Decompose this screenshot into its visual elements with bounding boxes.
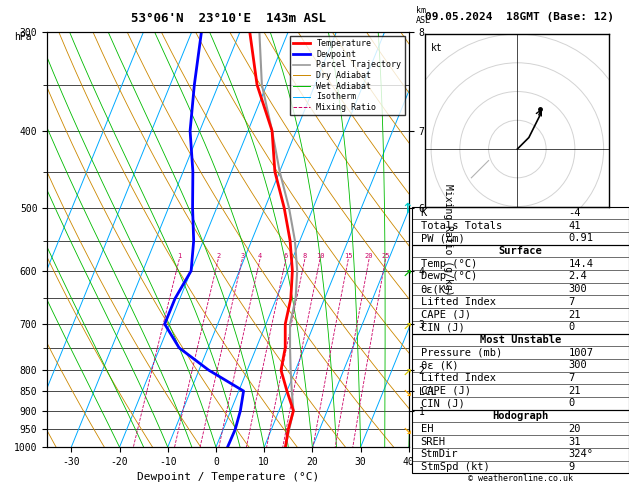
Text: 0: 0	[568, 322, 574, 332]
Text: CIN (J): CIN (J)	[421, 322, 464, 332]
Text: ↗: ↗	[403, 363, 412, 378]
Bar	[412, 207, 629, 244]
Text: ↘: ↘	[403, 383, 412, 399]
Text: Totals Totals: Totals Totals	[421, 221, 502, 230]
Text: 2.4: 2.4	[568, 271, 587, 281]
Text: 324°: 324°	[568, 449, 593, 459]
Text: 7: 7	[568, 373, 574, 383]
Text: θε (K): θε (K)	[421, 360, 458, 370]
Text: Surface: Surface	[499, 246, 542, 256]
Text: 31: 31	[568, 436, 581, 447]
Text: Lifted Index: Lifted Index	[421, 297, 496, 307]
Text: Most Unstable: Most Unstable	[480, 335, 561, 345]
Text: 7: 7	[568, 297, 574, 307]
Text: 8: 8	[303, 253, 307, 259]
Legend: Temperature, Dewpoint, Parcel Trajectory, Dry Adiabat, Wet Adiabat, Isotherm, Mi: Temperature, Dewpoint, Parcel Trajectory…	[290, 36, 404, 115]
Text: Hodograph: Hodograph	[493, 411, 548, 421]
Text: 14.4: 14.4	[568, 259, 593, 269]
Text: 20: 20	[568, 424, 581, 434]
Text: 53°06'N  23°10'E  143m ASL: 53°06'N 23°10'E 143m ASL	[130, 12, 326, 25]
Text: -4: -4	[568, 208, 581, 218]
Text: 1: 1	[177, 253, 181, 259]
Text: 15: 15	[344, 253, 352, 259]
Bar	[412, 244, 629, 333]
Text: 4: 4	[258, 253, 262, 259]
X-axis label: Dewpoint / Temperature (°C): Dewpoint / Temperature (°C)	[137, 472, 319, 483]
Text: 2: 2	[216, 253, 220, 259]
Text: Pressure (mb): Pressure (mb)	[421, 347, 502, 358]
Text: K: K	[421, 208, 427, 218]
Text: 300: 300	[568, 360, 587, 370]
Bar	[412, 333, 629, 410]
Text: PW (cm): PW (cm)	[421, 233, 464, 243]
Text: CAPE (J): CAPE (J)	[421, 386, 470, 396]
Text: © weatheronline.co.uk: © weatheronline.co.uk	[468, 474, 573, 483]
Y-axis label: Mixing Ratio (g/kg): Mixing Ratio (g/kg)	[443, 184, 453, 295]
Text: ↗: ↗	[403, 263, 412, 278]
Text: kt: kt	[431, 43, 443, 53]
Text: ↗: ↗	[403, 316, 412, 331]
Text: 0.91: 0.91	[568, 233, 593, 243]
Text: 20: 20	[365, 253, 373, 259]
Text: hPa: hPa	[14, 32, 32, 42]
Text: StmSpd (kt): StmSpd (kt)	[421, 462, 489, 472]
Text: km
ASL: km ASL	[416, 6, 431, 25]
Bar	[412, 410, 629, 473]
Text: 10: 10	[316, 253, 324, 259]
Text: 09.05.2024  18GMT (Base: 12): 09.05.2024 18GMT (Base: 12)	[425, 12, 613, 22]
Text: 1007: 1007	[568, 347, 593, 358]
Text: 0: 0	[568, 399, 574, 408]
Text: 41: 41	[568, 221, 581, 230]
Text: 300: 300	[568, 284, 587, 294]
Text: Temp (°C): Temp (°C)	[421, 259, 477, 269]
Text: 21: 21	[568, 386, 581, 396]
Text: EH: EH	[421, 424, 433, 434]
Text: StmDir: StmDir	[421, 449, 458, 459]
Text: SREH: SREH	[421, 436, 446, 447]
Text: ↘: ↘	[403, 422, 412, 437]
Text: 6: 6	[284, 253, 288, 259]
Text: Lifted Index: Lifted Index	[421, 373, 496, 383]
Text: ↑: ↑	[402, 198, 413, 217]
Text: 21: 21	[568, 310, 581, 319]
Text: 9: 9	[568, 462, 574, 472]
Text: θε(K): θε(K)	[421, 284, 452, 294]
Text: 3: 3	[240, 253, 245, 259]
Text: 25: 25	[381, 253, 390, 259]
Text: CAPE (J): CAPE (J)	[421, 310, 470, 319]
Text: Dewp (°C): Dewp (°C)	[421, 271, 477, 281]
Text: CIN (J): CIN (J)	[421, 399, 464, 408]
